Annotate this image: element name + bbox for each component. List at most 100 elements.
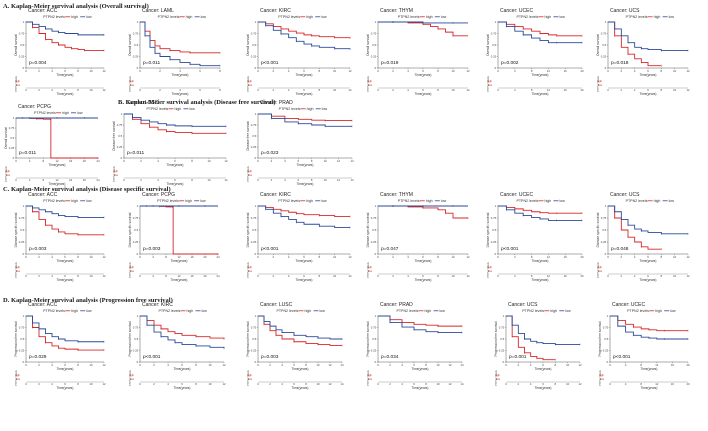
risk-tick-label: 4	[634, 274, 636, 278]
km-curve-low	[124, 113, 226, 127]
x-tick-label: 0	[25, 363, 27, 367]
km-curve-high	[258, 205, 350, 218]
y-tick-label: 0	[13, 156, 15, 160]
p-value: p=0.048	[611, 246, 629, 252]
km-curve-low	[258, 315, 342, 340]
legend-label-high: high	[544, 199, 551, 203]
x-axis-label: Time(years)	[640, 73, 657, 77]
x-axis-label: Time(years)	[532, 73, 549, 77]
legend-label-high: high	[654, 199, 661, 203]
x-tick-label: 2	[621, 255, 623, 259]
x-tick-label: 24	[96, 159, 100, 163]
x-tick-label: 8	[425, 363, 427, 367]
x-tick-label: 10	[436, 363, 440, 367]
x-tick-label: 6	[303, 69, 305, 73]
legend-label-high: high	[544, 15, 551, 19]
x-axis-label: Time(years)	[174, 367, 191, 371]
p-value: p<0.001	[261, 246, 279, 252]
y-tick-label: 0	[23, 66, 25, 70]
y-tick-label: 1	[23, 204, 25, 208]
legend-label-high: high	[654, 15, 661, 19]
risk-tick-label: 2	[38, 274, 40, 278]
y-tick-label: 0	[605, 252, 607, 256]
p-value: p=0.034	[381, 354, 399, 360]
risk-row-high: high	[487, 79, 492, 83]
risk-tick-label: 4	[407, 88, 409, 92]
x-tick-label: 8	[640, 363, 642, 367]
risk-tick-label: 6	[64, 382, 66, 386]
legend-label-high: high	[186, 15, 193, 19]
risk-tick-label: 4	[407, 274, 409, 278]
x-tick-label: 4	[407, 69, 409, 73]
km-curve-high	[258, 113, 352, 122]
panel-title: Cancer: LUSC	[126, 100, 159, 106]
y-tick-label: 1	[503, 314, 505, 318]
risk-tick-label: 10	[333, 274, 337, 278]
risk-table-label: PTPN2 levels	[246, 165, 250, 181]
risk-row-low: low	[496, 377, 500, 381]
y-tick-label: 0	[255, 252, 257, 256]
risk-tick-label: 0	[609, 382, 611, 386]
x-tick-label: 2	[159, 69, 161, 73]
risk-tick-label: 6	[64, 88, 66, 92]
p-value: p=0.023	[261, 150, 279, 156]
x-tick-label: 8	[43, 159, 45, 163]
y-tick-label: 0	[607, 360, 609, 364]
y-tick-label: 0	[375, 66, 377, 70]
y-tick-label: 0.75	[601, 216, 607, 220]
risk-row-low: low	[368, 83, 372, 87]
x-tick-label: 8	[319, 69, 321, 73]
risk-tick-label: 20	[580, 88, 584, 92]
panel-title: Cancer: LAML	[142, 8, 174, 14]
risk-x-label: Time(years)	[640, 92, 657, 96]
y-axis-label: Overall survival	[14, 34, 18, 56]
x-tick-label: 10	[673, 255, 677, 259]
risk-tick-label: 4	[514, 274, 516, 278]
risk-tick-label: 0	[377, 88, 379, 92]
risk-tick-label: 2	[38, 382, 40, 386]
legend-label-high: high	[307, 107, 314, 111]
risk-tick-label: 8	[77, 382, 79, 386]
legend-title: PTPN2 levels	[34, 111, 56, 115]
p-value: p=0.003	[29, 246, 47, 252]
y-axis-label: Disease free survival	[112, 121, 116, 151]
risk-row-low: low	[488, 269, 492, 273]
risk-tick-label: 12	[328, 382, 332, 386]
legend-label-low: low	[669, 15, 675, 19]
y-tick-label: 0.5	[118, 134, 122, 138]
x-axis-label: Time(years)	[172, 73, 189, 77]
y-axis-label: Disease free survival	[246, 121, 250, 151]
km-curve-low	[608, 205, 688, 235]
y-tick-label: 0.75	[19, 32, 25, 36]
risk-tick-label: 10	[673, 88, 677, 92]
x-tick-label: 6	[413, 363, 415, 367]
km-curve-low	[258, 21, 351, 50]
km-curve-high	[506, 315, 556, 361]
legend-label-high: high	[62, 111, 69, 115]
legend-title: PTPN2 levels	[396, 309, 418, 313]
x-tick-label: 6	[64, 255, 66, 259]
y-tick-label: 0	[495, 252, 497, 256]
legend-label-low: low	[441, 199, 447, 203]
risk-tick-label: 2	[273, 274, 275, 278]
y-tick-label: 0.75	[601, 32, 607, 36]
km-curve-low	[258, 205, 350, 229]
x-tick-label: 4	[167, 363, 169, 367]
x-tick-label: 8	[661, 255, 663, 259]
risk-x-label: Time(years)	[171, 278, 188, 282]
km-curve-high	[140, 21, 220, 54]
risk-tick-label: 14	[460, 382, 464, 386]
risk-table-label: PTPN2 levels	[494, 369, 498, 385]
y-tick-label: 0	[255, 360, 257, 364]
y-tick-label: 0.25	[133, 349, 139, 353]
risk-row-high: high	[495, 373, 500, 377]
legend-label-high: high	[426, 15, 433, 19]
panel-title: Cancer: UCEC	[500, 8, 533, 14]
y-axis-label: Disease specific survival	[486, 212, 490, 247]
